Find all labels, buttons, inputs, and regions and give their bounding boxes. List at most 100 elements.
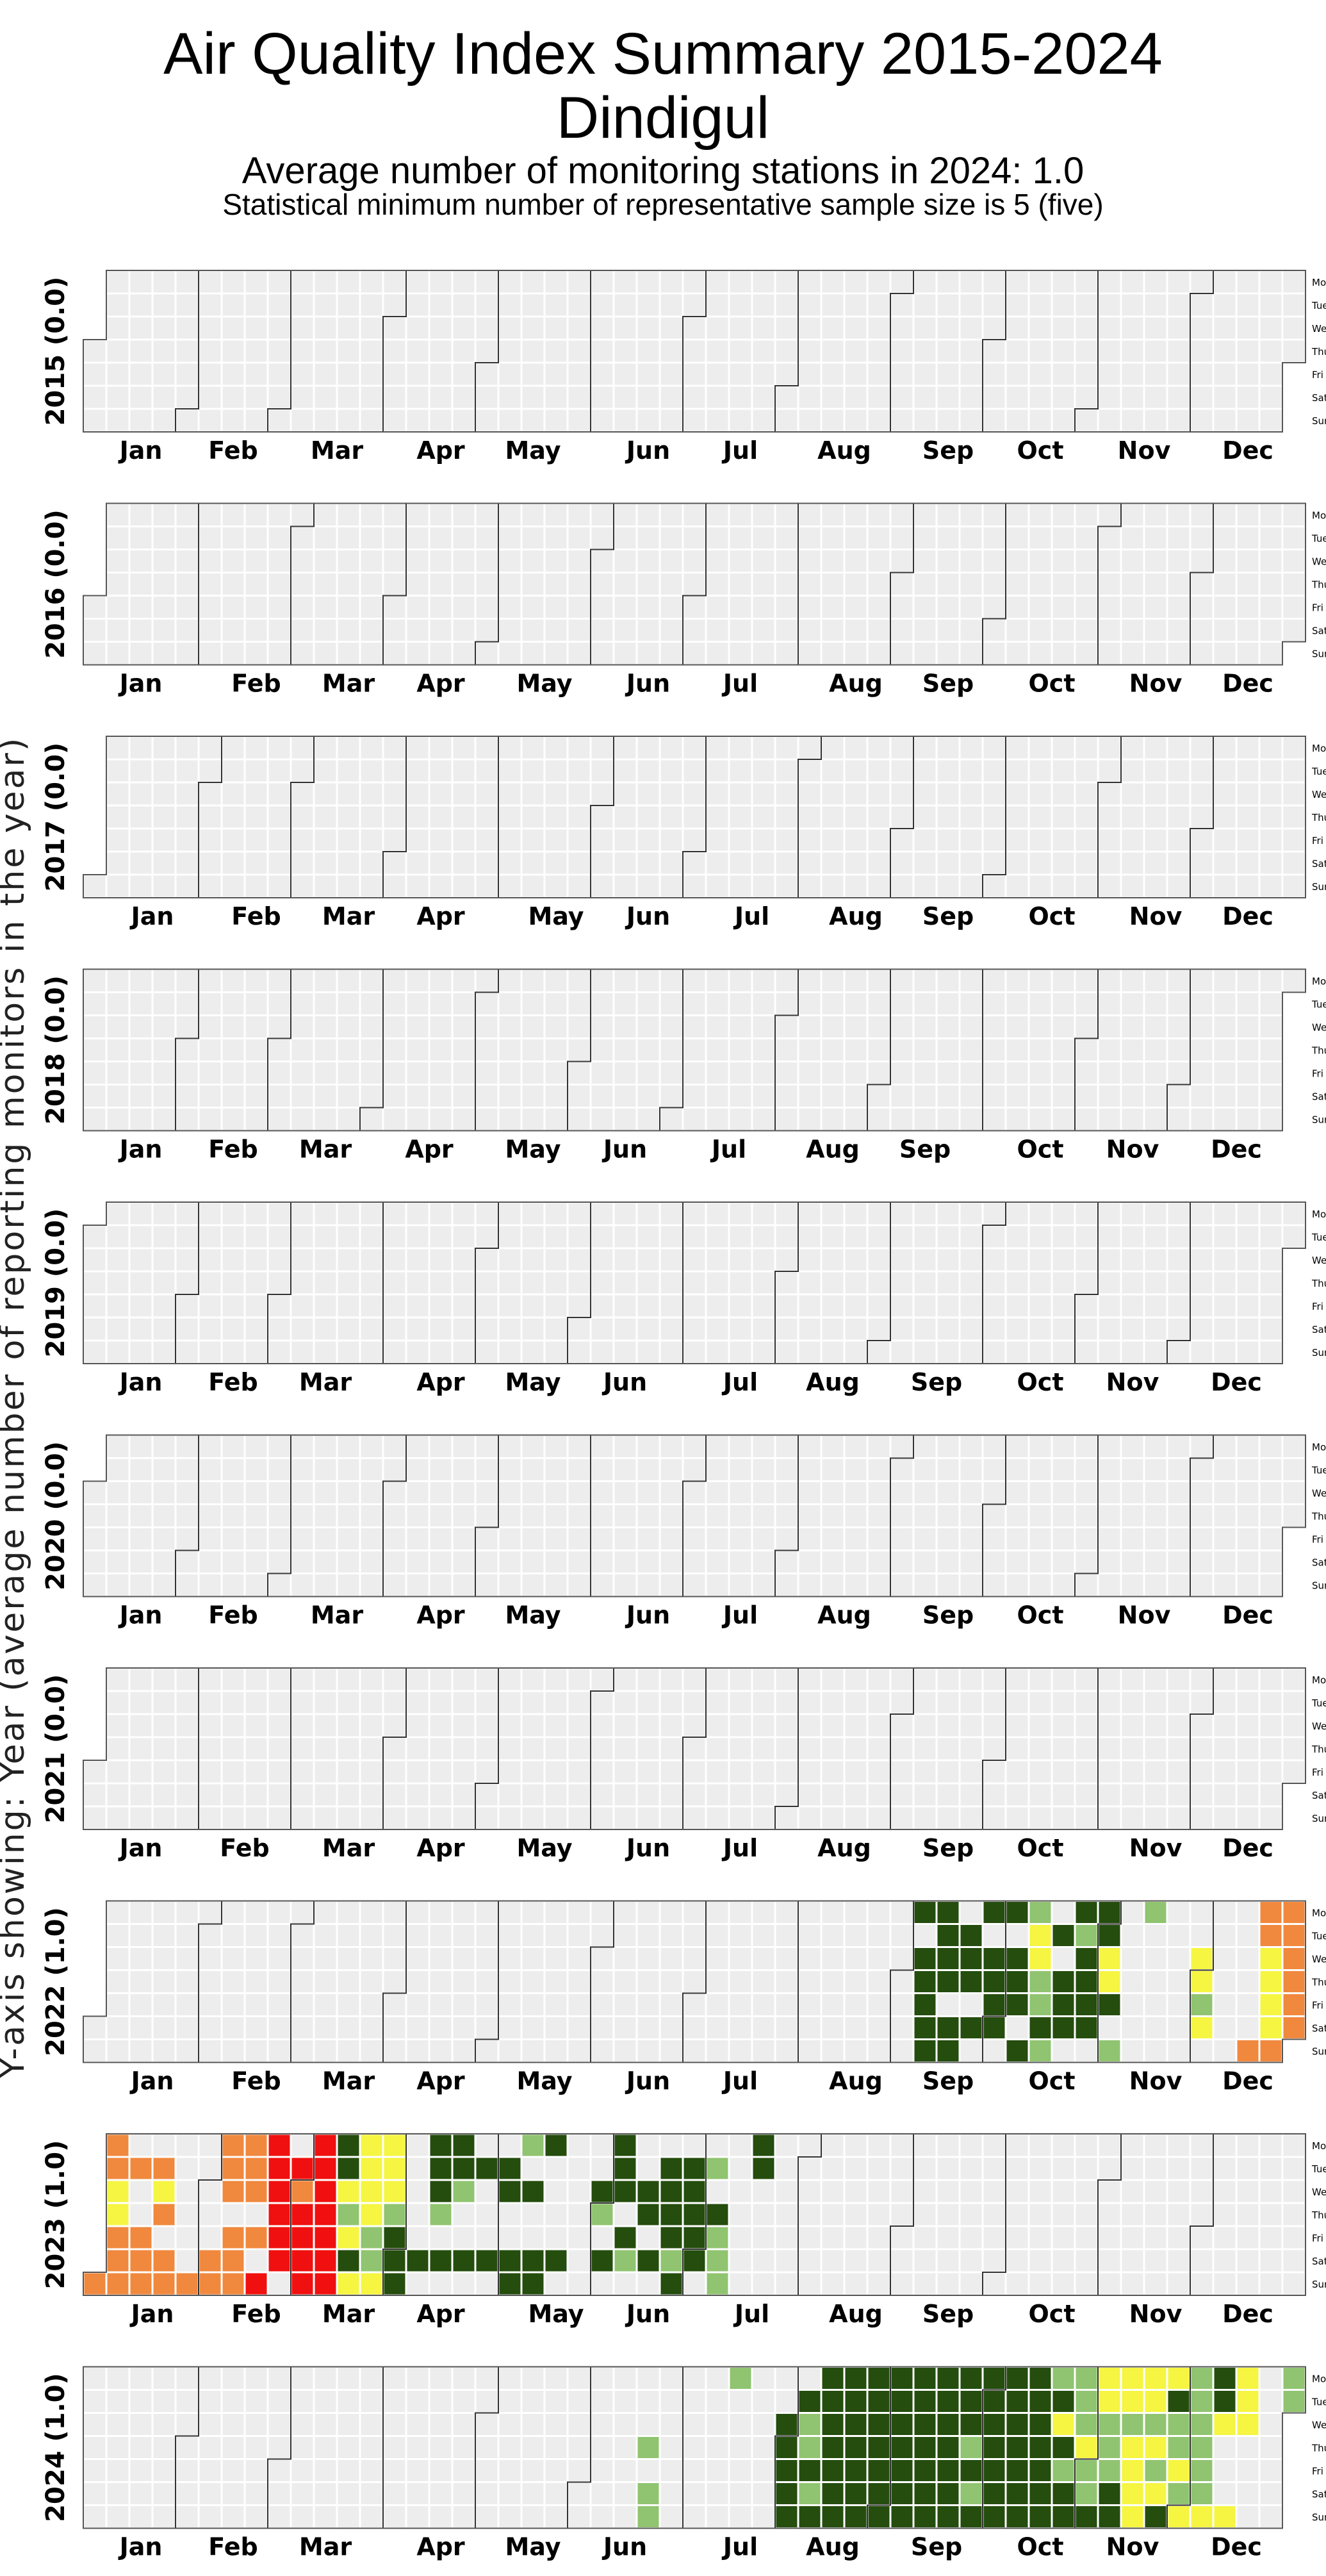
day-cell-2017-09-05 [912, 758, 938, 784]
day-cell-2015-08-16 [820, 408, 846, 433]
day-cell-2020-11-01 [1074, 1573, 1099, 1598]
day-cell-2022-10-21 [1051, 1992, 1076, 2017]
day-cell-2022-03-02 [290, 1946, 315, 1971]
day-cell-2019-02-22 [243, 1293, 269, 1319]
day-cell-2021-05-10 [520, 1667, 546, 1692]
day-cell-2015-08-17 [843, 269, 869, 295]
day-cell-2015-04-15 [428, 315, 454, 341]
day-cell-2021-04-05 [405, 1667, 430, 1692]
day-cell-2024-01-12 [105, 2458, 131, 2483]
day-cell-2023-04-13 [428, 2202, 454, 2227]
month-boundary-2016-10 [982, 503, 1006, 665]
day-cell-2019-10-21 [1051, 1201, 1076, 1226]
day-cell-2022-11-25 [1166, 1992, 1191, 2017]
day-cell-2016-09-02 [889, 595, 915, 620]
day-cell-2024-08-26 [866, 2366, 892, 2391]
day-cell-2023-03-20 [359, 2133, 384, 2158]
day-cell-2019-06-19 [635, 1247, 661, 1273]
day-cell-2021-02-22 [266, 1667, 292, 1692]
weekday-label-2015-thu: Thu [1311, 346, 1326, 358]
weekday-label-2017-tue: Tue [1311, 766, 1326, 777]
month-boundary-2015-07 [682, 270, 707, 432]
day-cell-2019-05-24 [543, 1293, 569, 1319]
month-boundary-2017-04 [382, 736, 407, 898]
day-cell-2024-07-20 [728, 2481, 753, 2506]
weekday-label-2019-tue: Tue [1311, 1232, 1326, 1243]
day-cell-2022-02-03 [197, 1969, 223, 1994]
day-cell-2015-12-16 [1235, 315, 1261, 341]
day-cell-2023-04-24 [474, 2133, 500, 2158]
day-cell-2015-06-29 [682, 269, 707, 295]
month-label-2019-08: Aug [806, 1368, 860, 1396]
day-cell-2015-05-29 [566, 361, 592, 387]
day-cell-2017-06-26 [682, 735, 707, 761]
day-cell-2018-06-19 [635, 991, 661, 1016]
month-label-2017-12: Dec [1222, 902, 1273, 930]
day-cell-2019-11-13 [1120, 1247, 1145, 1273]
day-cell-2016-11-01 [1097, 525, 1122, 550]
day-cell-2022-06-12 [612, 2038, 638, 2063]
day-cell-2018-11-09 [1097, 1061, 1122, 1086]
day-cell-2021-11-22 [1166, 1667, 1191, 1692]
day-cell-2023-01-11 [128, 2179, 154, 2204]
day-cell-2016-11-23 [1166, 549, 1191, 574]
day-cell-2019-08-13 [820, 1224, 846, 1250]
day-cell-2017-11-20 [1166, 735, 1191, 761]
day-cell-2017-03-31 [382, 827, 407, 853]
day-cell-2020-11-24 [1166, 1457, 1191, 1482]
day-cell-2017-07-07 [705, 827, 730, 853]
day-cell-2016-06-13 [635, 502, 661, 527]
day-cell-2024-08-12 [820, 2366, 846, 2391]
weekday-label-2016-tue: Tue [1311, 533, 1326, 545]
day-cell-2020-04-20 [451, 1434, 477, 1459]
day-cell-2023-09-07 [912, 2202, 938, 2227]
day-cell-2020-04-29 [474, 1480, 500, 1505]
year-outline-2016 [83, 502, 1306, 666]
day-cell-2020-02-14 [220, 1526, 246, 1551]
day-cell-2022-08-19 [843, 1992, 869, 2017]
day-cell-2024-06-08 [589, 2481, 615, 2506]
day-cell-2016-01-20 [151, 549, 177, 574]
day-cell-2015-10-08 [1004, 338, 1030, 364]
day-cell-2015-03-05 [290, 338, 315, 364]
day-cell-2016-09-09 [912, 595, 938, 620]
day-cell-2015-10-10 [1004, 384, 1030, 410]
day-cell-2023-05-20 [543, 2248, 569, 2274]
day-cell-2016-08-05 [797, 595, 823, 620]
day-cell-2015-04-01 [382, 315, 407, 341]
day-cell-2017-06-22 [659, 804, 684, 830]
day-cell-2020-01-26 [151, 1573, 177, 1598]
day-cell-2016-12-18 [1235, 641, 1261, 666]
day-cell-2016-07-26 [774, 525, 799, 550]
day-cell-2022-03-09 [313, 1946, 338, 1971]
day-cell-2019-02-25 [266, 1201, 292, 1226]
day-cell-2024-10-29 [1074, 2389, 1099, 2414]
day-cell-2024-07-18 [728, 2435, 753, 2460]
day-cell-2016-10-21 [1051, 595, 1076, 620]
day-cell-2021-02-03 [197, 1713, 223, 1738]
day-cell-2021-07-07 [705, 1713, 730, 1738]
day-cell-2018-12-06 [1189, 1037, 1215, 1062]
day-cell-2019-04-21 [428, 1339, 454, 1365]
day-cell-2021-11-26 [1166, 1759, 1191, 1785]
day-cell-2023-11-06 [1120, 2133, 1145, 2158]
day-cell-2023-08-14 [843, 2133, 869, 2158]
day-cell-2017-07-19 [751, 781, 776, 807]
month-label-2021-01: Jan [118, 1834, 163, 1862]
day-cell-2018-07-23 [751, 968, 776, 993]
day-cell-2022-04-16 [428, 2015, 454, 2040]
day-cell-2023-07-07 [705, 2225, 730, 2250]
day-cell-2018-07-02 [682, 968, 707, 993]
day-cell-2021-09-28 [981, 1690, 1007, 1715]
day-cell-2019-04-14 [405, 1339, 430, 1365]
day-cell-2021-10-24 [1051, 1805, 1076, 1831]
day-cell-2024-12-24 [1258, 2389, 1284, 2414]
day-cell-2018-03-18 [313, 1107, 338, 1132]
day-cell-2024-12-09 [1212, 2366, 1238, 2391]
day-cell-2017-10-05 [1004, 804, 1030, 830]
month-boundary-2019-09 [867, 1202, 891, 1364]
day-cell-2020-03-07 [290, 1549, 315, 1574]
day-cell-2020-01-17 [128, 1526, 154, 1551]
day-cell-2020-02-27 [266, 1503, 292, 1528]
day-cell-2020-07-18 [728, 1549, 753, 1574]
